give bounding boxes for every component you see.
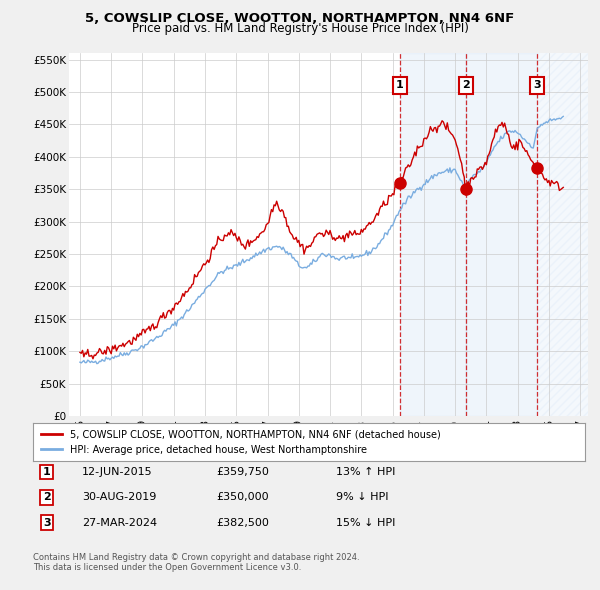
Text: 1: 1 [43, 467, 50, 477]
Text: Price paid vs. HM Land Registry's House Price Index (HPI): Price paid vs. HM Land Registry's House … [131, 22, 469, 35]
Text: 2: 2 [462, 80, 469, 90]
Text: 13% ↑ HPI: 13% ↑ HPI [336, 467, 395, 477]
Text: 15% ↓ HPI: 15% ↓ HPI [336, 518, 395, 527]
Text: 30-AUG-2019: 30-AUG-2019 [82, 493, 157, 502]
Text: £359,750: £359,750 [216, 467, 269, 477]
Text: £382,500: £382,500 [216, 518, 269, 527]
Legend: 5, COWSLIP CLOSE, WOOTTON, NORTHAMPTON, NN4 6NF (detached house), HPI: Average p: 5, COWSLIP CLOSE, WOOTTON, NORTHAMPTON, … [37, 426, 445, 458]
Text: This data is licensed under the Open Government Licence v3.0.: This data is licensed under the Open Gov… [33, 563, 301, 572]
Text: 2: 2 [43, 493, 50, 502]
Text: 12-JUN-2015: 12-JUN-2015 [82, 467, 153, 477]
Text: 27-MAR-2024: 27-MAR-2024 [82, 518, 157, 527]
Text: 9% ↓ HPI: 9% ↓ HPI [336, 493, 389, 502]
Text: 5, COWSLIP CLOSE, WOOTTON, NORTHAMPTON, NN4 6NF: 5, COWSLIP CLOSE, WOOTTON, NORTHAMPTON, … [85, 12, 515, 25]
Text: 3: 3 [43, 518, 50, 527]
Bar [466, 53, 537, 416]
Text: 3: 3 [533, 80, 541, 90]
Text: Contains HM Land Registry data © Crown copyright and database right 2024.: Contains HM Land Registry data © Crown c… [33, 553, 359, 562]
Bar [537, 53, 588, 416]
Bar [400, 53, 466, 416]
Text: £350,000: £350,000 [216, 493, 269, 502]
Text: 1: 1 [396, 80, 404, 90]
